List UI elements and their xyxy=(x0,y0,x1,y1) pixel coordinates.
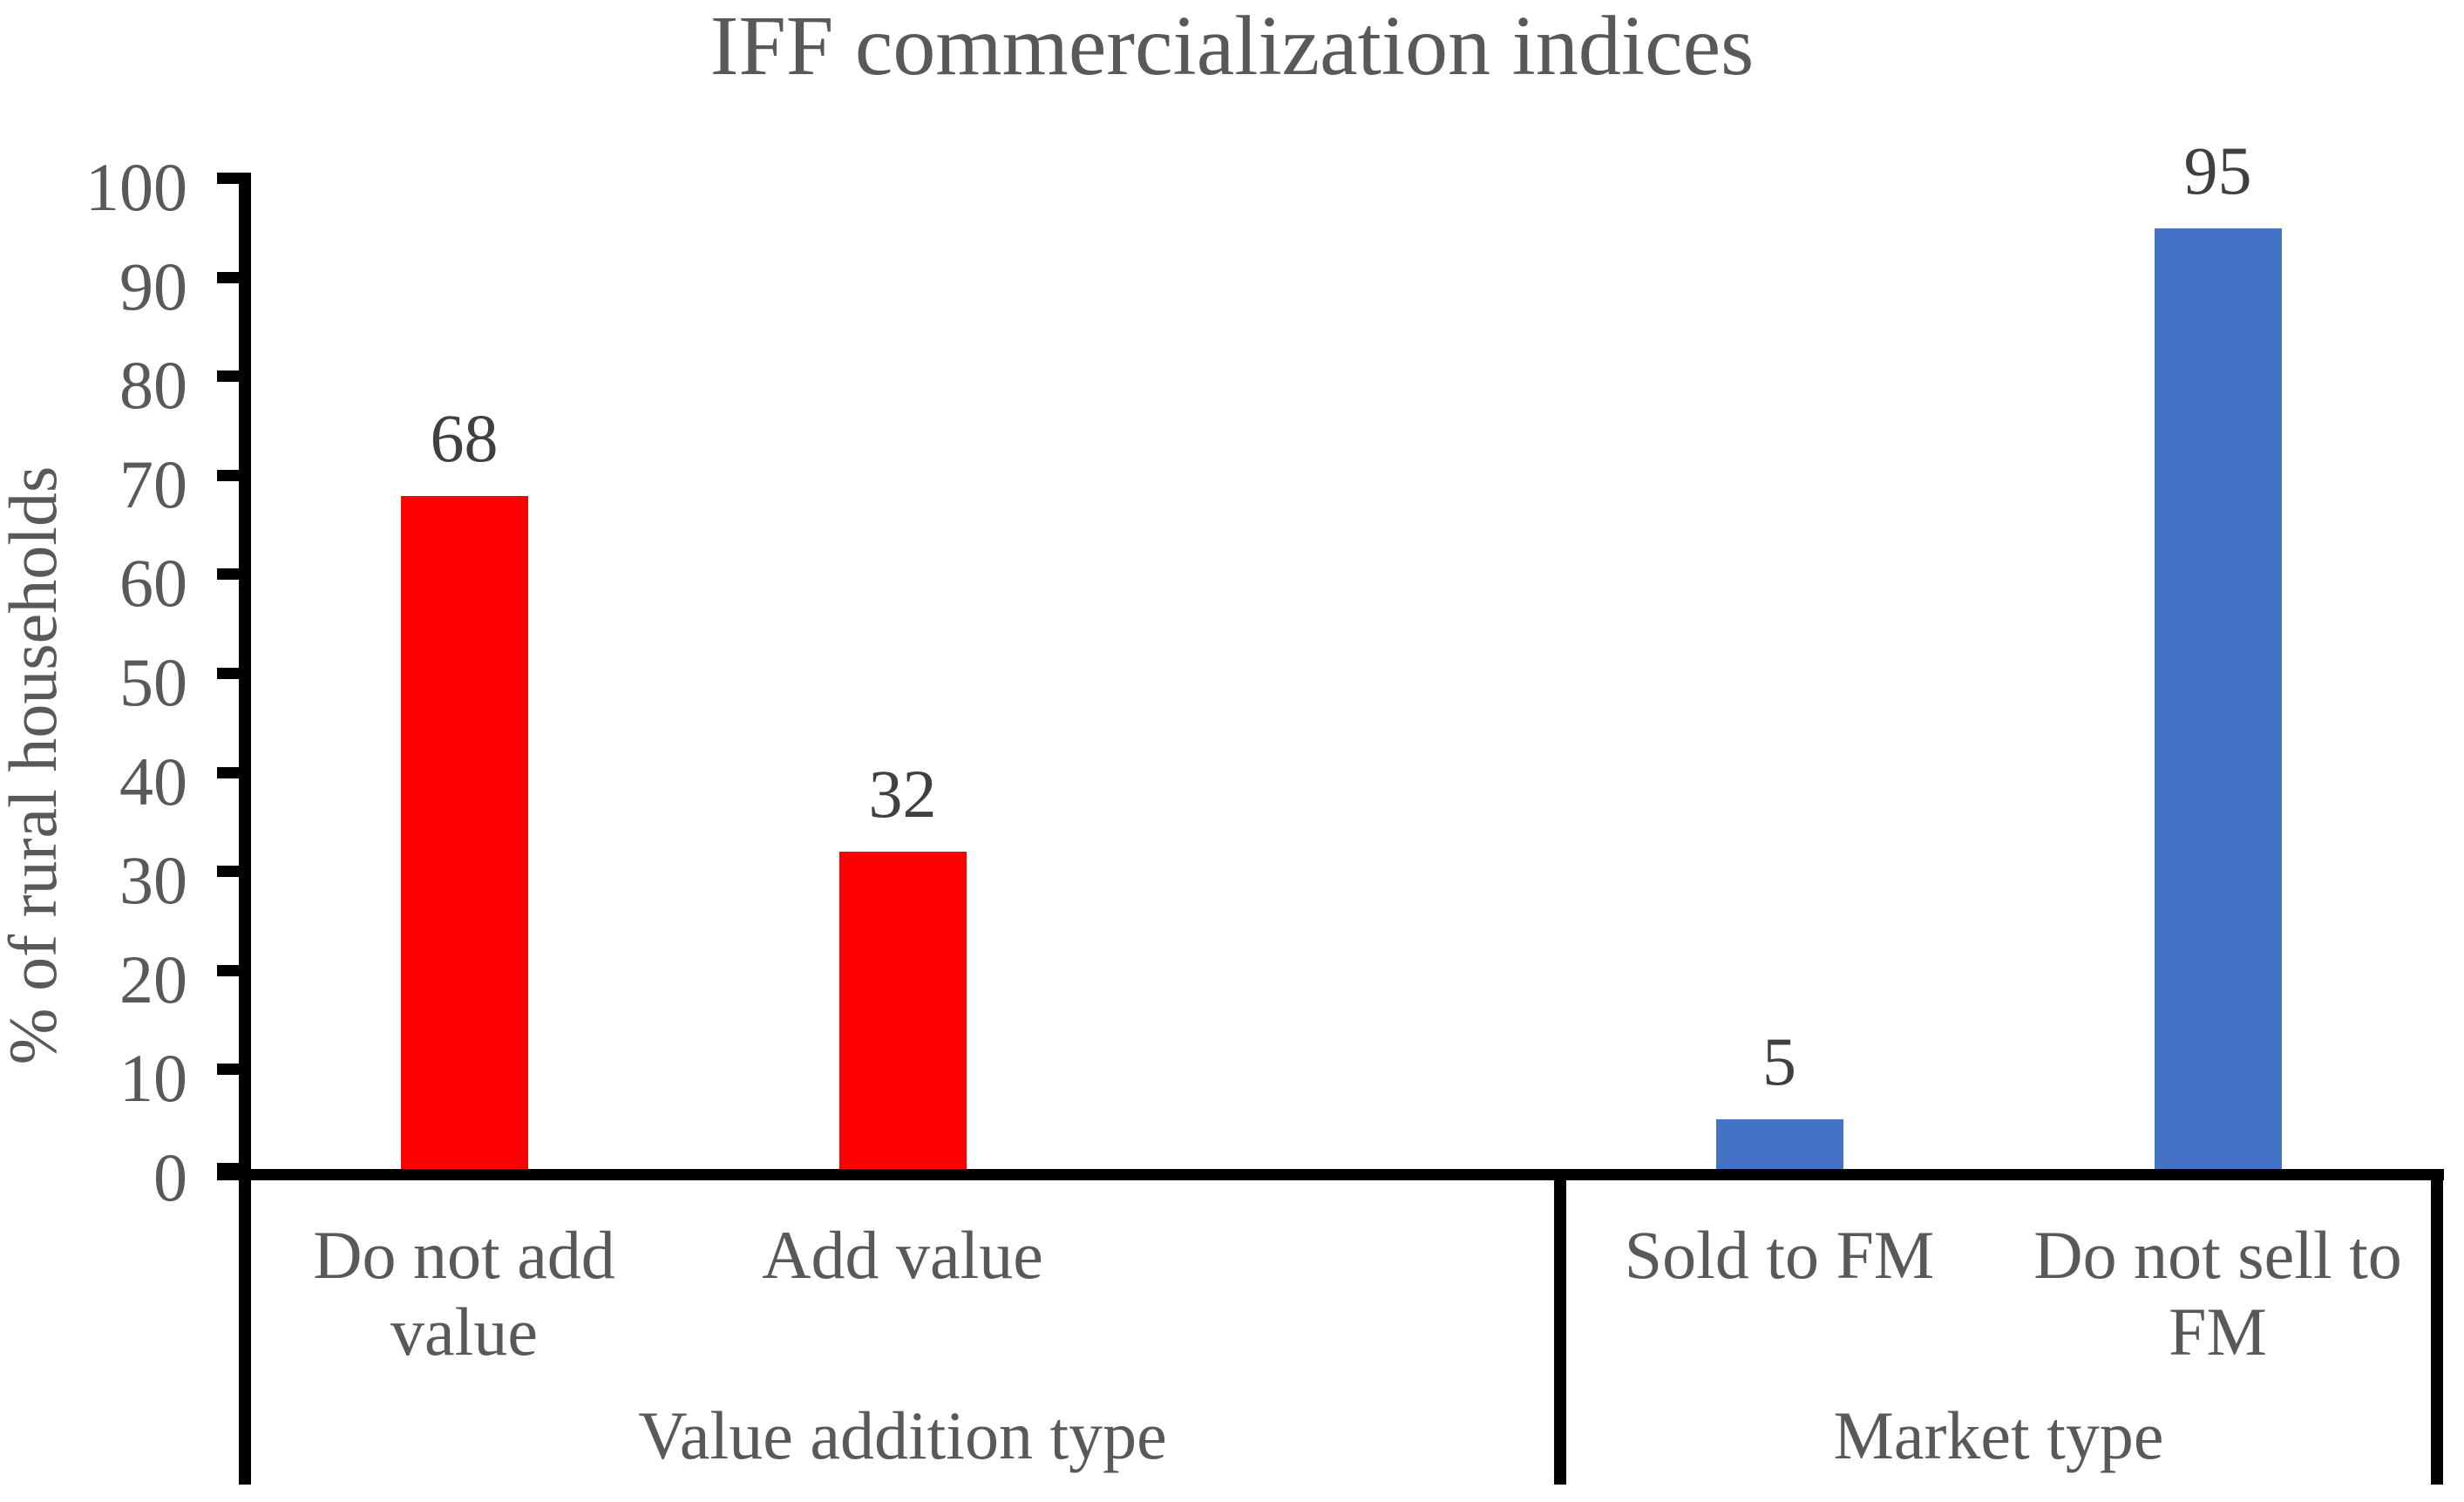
group-label-market-type: Market type xyxy=(1833,1397,2164,1473)
y-tick-label-0: 0 xyxy=(153,1139,187,1215)
bar-add-value xyxy=(838,852,967,1169)
category-label-do-not-sell-to-fm: Do not sell to FM xyxy=(2033,1217,2402,1369)
data-label-do-not-add-value: 68 xyxy=(430,399,499,476)
y-tick-mark-50 xyxy=(217,668,245,679)
y-tick-label-60: 60 xyxy=(119,545,187,622)
y-tick-label-30: 30 xyxy=(119,842,187,919)
y-tick-mark-80 xyxy=(217,370,245,383)
bar-do-not-add-value xyxy=(400,495,528,1169)
y-tick-mark-40 xyxy=(217,766,245,778)
y-tick-label-20: 20 xyxy=(119,941,187,1017)
category-label-do-not-add-value: Do not add value xyxy=(313,1217,615,1369)
y-tick-mark-100 xyxy=(217,173,245,184)
y-tick-mark-20 xyxy=(217,964,245,976)
y-tick-label-10: 10 xyxy=(119,1040,187,1117)
axis-right-border-line xyxy=(2431,1169,2443,1485)
chart-title: IFF commercialization indices xyxy=(709,0,1755,93)
category-label-sold-to-fm: Sold to FM xyxy=(1624,1217,1935,1293)
y-tick-label-40: 40 xyxy=(119,743,187,819)
group-divider-line xyxy=(1554,1169,1566,1485)
data-label-do-not-sell-to-fm: 95 xyxy=(2183,132,2252,208)
y-tick-mark-30 xyxy=(217,866,245,878)
y-tick-label-100: 100 xyxy=(85,149,187,225)
x-axis-line xyxy=(217,1169,2444,1180)
bar-sold-to-fm xyxy=(1715,1119,1843,1169)
y-tick-mark-90 xyxy=(217,271,245,283)
y-tick-label-80: 80 xyxy=(119,347,187,424)
y-axis-line xyxy=(239,173,251,1485)
bar-do-not-sell-to-fm xyxy=(2154,228,2282,1169)
y-tick-mark-10 xyxy=(217,1064,245,1076)
y-tick-mark-60 xyxy=(217,568,245,581)
data-label-sold-to-fm: 5 xyxy=(1762,1023,1796,1100)
y-tick-mark-70 xyxy=(217,469,245,481)
category-label-add-value: Add value xyxy=(762,1217,1043,1293)
y-tick-label-50: 50 xyxy=(119,644,187,720)
y-tick-label-70: 70 xyxy=(119,445,187,522)
group-label-value-addition-type: Value addition type xyxy=(638,1397,1167,1473)
y-tick-label-90: 90 xyxy=(119,248,187,324)
data-label-add-value: 32 xyxy=(868,756,937,833)
